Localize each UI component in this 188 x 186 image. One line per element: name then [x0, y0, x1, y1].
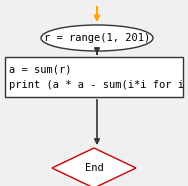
Text: a = sum(r): a = sum(r) — [9, 65, 71, 75]
FancyBboxPatch shape — [5, 57, 183, 97]
Text: End: End — [85, 163, 103, 173]
Text: r = range(1, 201): r = range(1, 201) — [44, 33, 150, 43]
Text: print (a * a - sum(i*i for i in r)): print (a * a - sum(i*i for i in r)) — [9, 80, 188, 90]
Ellipse shape — [41, 25, 153, 51]
Polygon shape — [52, 148, 136, 186]
